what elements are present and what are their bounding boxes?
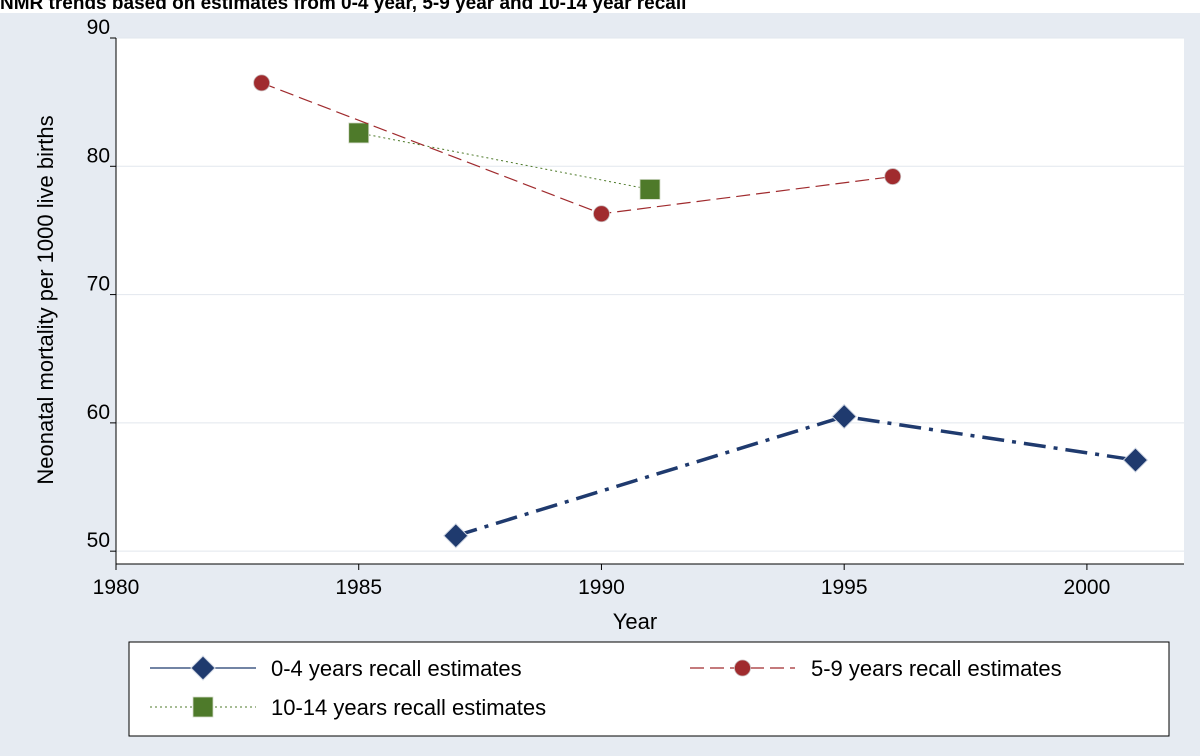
series-2-point-1: [253, 74, 271, 92]
legend-swatch-marker-2: [734, 659, 751, 677]
legend-label-1: 0-4 years recall estimates: [271, 656, 522, 681]
legend-box: [128, 641, 1170, 737]
series-1: [443, 403, 1149, 549]
y-tick-label-50: 50: [87, 529, 110, 552]
gridlines: [116, 37, 1184, 552]
series-1-line: [455, 414, 1136, 538]
legend-label-3: 10-14 years recall estimates: [271, 695, 546, 720]
series-2-point-2: [593, 205, 610, 223]
series-1-point-1: [443, 523, 469, 549]
series-layer: [253, 74, 1149, 549]
legend: 0-4 years recall estimates 5-9 years reca…: [128, 641, 1170, 737]
plot-area: [116, 38, 1184, 564]
series-3-point-2: [639, 178, 661, 200]
y-tick-label-90: 90: [87, 16, 110, 39]
legend-item-1: 0-4 years recall estimates: [150, 655, 522, 681]
axes: 50 60 70 80 90 1980 1985 1990 1995 2000: [87, 16, 1184, 599]
legend-item-3: 10-14 years recall estimates: [150, 695, 546, 720]
series-1-point-2: [831, 403, 857, 430]
chart-title: NMR trends based on estimates from 0-4 y…: [0, 0, 687, 14]
x-tick-label-1980: 1980: [93, 576, 140, 599]
legend-swatch-marker-3: [192, 696, 214, 718]
x-tick-label-2000: 2000: [1064, 576, 1111, 599]
x-tick-label-1995: 1995: [821, 576, 868, 599]
series-2-point-3: [884, 168, 902, 185]
x-axis-title: Year: [613, 609, 657, 634]
series-3: [348, 122, 661, 200]
legend-swatch-marker-1: [190, 655, 216, 681]
series-2: [253, 74, 902, 223]
x-tick-label-1985: 1985: [335, 576, 382, 599]
series-1-point-3: [1122, 447, 1149, 473]
series-3-point-1: [348, 122, 370, 144]
y-tick-label-80: 80: [87, 144, 110, 167]
y-tick-label-70: 70: [87, 273, 110, 296]
legend-label-2: 5-9 years recall estimates: [811, 656, 1062, 681]
legend-item-2: 5-9 years recall estimates: [690, 656, 1062, 681]
y-axis-title: Neonatal mortality per 1000 live births: [33, 115, 58, 484]
y-tick-label-60: 60: [87, 401, 110, 424]
x-tick-label-1990: 1990: [578, 576, 625, 599]
